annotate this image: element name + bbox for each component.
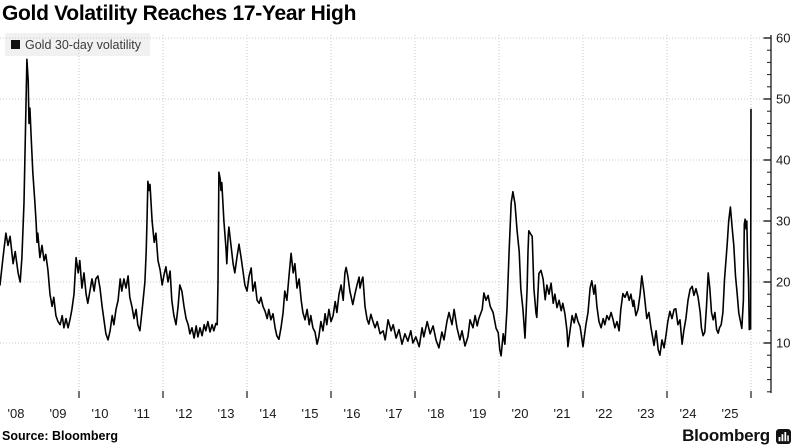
legend-swatch-icon bbox=[11, 40, 20, 49]
x-year-label: '18 bbox=[428, 406, 445, 421]
x-year-label: '08 bbox=[8, 406, 25, 421]
x-year-label: '09 bbox=[50, 406, 67, 421]
y-tick-label: 50 bbox=[776, 92, 790, 107]
bloomberg-brand: Bloomberg bbox=[682, 426, 791, 446]
y-tick-label: 20 bbox=[776, 275, 790, 290]
x-year-label: '24 bbox=[680, 406, 697, 421]
x-year-label: '11 bbox=[134, 406, 150, 421]
y-tick-label: 30 bbox=[776, 214, 790, 229]
x-year-label: '21 bbox=[554, 406, 571, 421]
x-year-label: '19 bbox=[470, 406, 487, 421]
chart-title: Gold Volatility Reaches 17-Year High bbox=[2, 2, 357, 25]
x-year-label: '16 bbox=[344, 406, 361, 421]
x-year-label: '13 bbox=[218, 406, 235, 421]
x-year-label: '22 bbox=[596, 406, 613, 421]
volatility-series-line bbox=[0, 58, 752, 357]
y-tick-label: 40 bbox=[776, 153, 790, 168]
x-year-label: '12 bbox=[176, 406, 193, 421]
source-note: Source: Bloomberg bbox=[2, 429, 118, 443]
x-year-label: '10 bbox=[92, 406, 109, 421]
bloomberg-wordmark: Bloomberg bbox=[682, 426, 770, 445]
y-tick-label: 10 bbox=[776, 336, 790, 351]
x-year-label: '14 bbox=[260, 406, 277, 421]
x-year-label: '15 bbox=[302, 406, 319, 421]
x-year-label: '25 bbox=[722, 406, 739, 421]
y-tick-label: 60 bbox=[776, 31, 790, 46]
legend: Gold 30-day volatility bbox=[5, 33, 151, 56]
bloomberg-terminal-icon bbox=[776, 428, 791, 444]
x-year-label: '17 bbox=[386, 406, 403, 421]
x-year-label: '20 bbox=[512, 406, 529, 421]
legend-label: Gold 30-day volatility bbox=[25, 37, 142, 52]
x-year-label: '23 bbox=[638, 406, 655, 421]
